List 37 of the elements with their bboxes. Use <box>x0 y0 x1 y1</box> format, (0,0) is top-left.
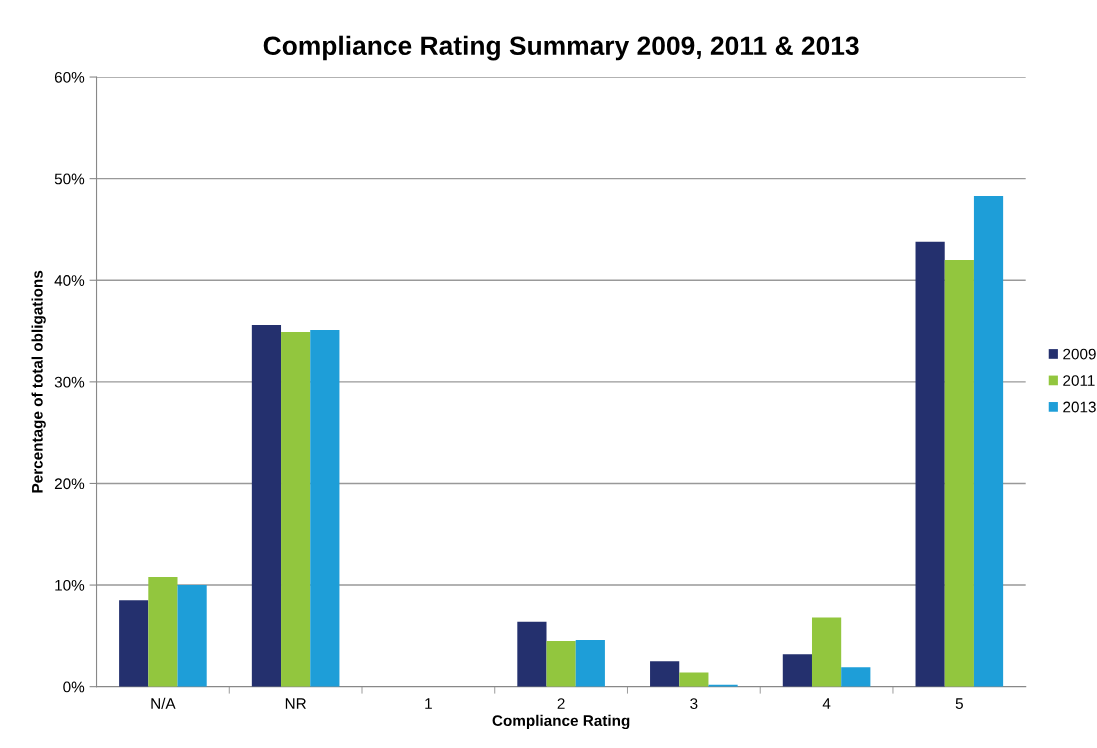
x-tick-label: 5 <box>955 698 963 709</box>
y-tick-label: 40% <box>54 275 85 286</box>
bar <box>944 259 974 687</box>
bar <box>546 640 576 687</box>
y-tick-label: 20% <box>54 478 85 490</box>
bar <box>973 195 1004 687</box>
y-tick-label: 0% <box>63 681 85 693</box>
bar <box>119 600 149 687</box>
x-tick-label: 2 <box>557 698 565 709</box>
x-axis-title: Compliance Rating <box>492 714 630 730</box>
bar <box>517 621 547 687</box>
x-tick-label: 4 <box>822 698 831 709</box>
legend-label: 2013 <box>1063 401 1096 413</box>
bar <box>679 672 709 687</box>
legend-label: 2011 <box>1063 375 1095 386</box>
y-tick-label: 60% <box>54 71 85 83</box>
bar <box>281 332 311 687</box>
x-tick-label: N/A <box>151 697 176 709</box>
bar <box>811 617 842 687</box>
legend-label: 2009 <box>1063 348 1096 360</box>
chart-title: Compliance Rating Summary 2009, 2011 & 2013 <box>263 35 859 61</box>
bar <box>177 585 207 687</box>
x-tick-label: NR <box>285 698 306 709</box>
bar <box>575 639 605 687</box>
bar <box>915 241 945 687</box>
bar <box>650 661 680 687</box>
x-tick-label: 3 <box>690 698 698 709</box>
bar <box>841 667 871 687</box>
y-tick-label: 50% <box>54 173 85 185</box>
x-tick-label: 1 <box>425 698 432 709</box>
y-axis-title: Percentage of total obligations <box>31 270 46 493</box>
y-tick-label: 10% <box>55 579 85 591</box>
y-tick-label: 30% <box>54 376 85 388</box>
bar <box>251 324 282 687</box>
bar <box>782 654 812 687</box>
bar <box>310 330 340 687</box>
bar <box>148 576 178 687</box>
